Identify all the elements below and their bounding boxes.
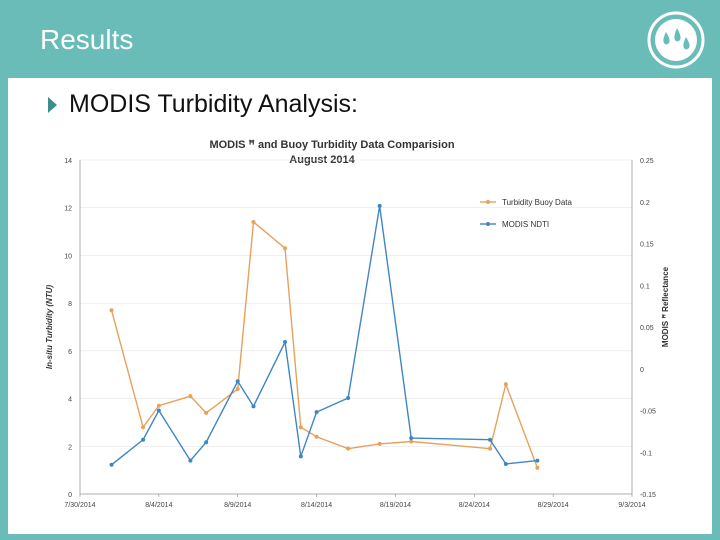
- bullet-item: MODIS Turbidity Analysis:: [48, 90, 358, 119]
- y-right-tick-label: 0: [640, 367, 644, 374]
- data-point-ndti: [503, 461, 508, 466]
- data-point-ndti: [235, 379, 240, 384]
- chart-title: MODIS ꟸ and Buoy Turbidity Data Comparis…: [209, 139, 454, 151]
- x-tick-label: 9/3/2014: [618, 502, 645, 509]
- data-point-ndti: [283, 340, 288, 345]
- legend-label: MODIS NDTI: [502, 220, 549, 229]
- x-tick-label: 8/19/2014: [380, 502, 411, 509]
- data-point-buoy: [204, 410, 209, 415]
- data-point-ndti: [156, 408, 161, 413]
- data-point-buoy: [156, 403, 161, 408]
- x-tick-label: 8/24/2014: [459, 502, 490, 509]
- data-point-ndti: [298, 454, 303, 459]
- y-right-tick-label: -0.05: [640, 409, 656, 416]
- legend-marker: [486, 200, 490, 204]
- x-tick-label: 8/9/2014: [224, 502, 251, 509]
- data-point-ndti: [535, 458, 540, 463]
- data-point-ndti: [251, 404, 256, 409]
- y-right-tick-label: -0.1: [640, 450, 652, 457]
- y-left-tick-label: 4: [68, 397, 72, 404]
- data-point-buoy: [377, 441, 382, 446]
- x-tick-label: 8/29/2014: [538, 502, 569, 509]
- y-left-tick-label: 0: [68, 492, 72, 499]
- data-point-buoy: [188, 394, 193, 399]
- data-point-ndti: [204, 440, 209, 445]
- y-right-tick-label: 0.05: [640, 325, 654, 332]
- data-point-buoy: [346, 446, 351, 451]
- data-point-buoy: [235, 387, 240, 392]
- y-left-tick-label: 6: [68, 349, 72, 356]
- series-line-buoy: [110, 220, 539, 469]
- chart-panel: MODIS ꟸ and Buoy Turbidity Data Comparis…: [32, 132, 688, 514]
- data-point-buoy: [298, 425, 303, 430]
- y-right-tick-label: -0.15: [640, 492, 656, 499]
- turbidity-chart: MODIS ꟸ and Buoy Turbidity Data Comparis…: [32, 132, 688, 514]
- y-right-tick-label: 0.2: [640, 200, 650, 207]
- y-right-tick-label: 0.1: [640, 283, 650, 290]
- y-left-tick-label: 8: [68, 301, 72, 308]
- x-tick-label: 8/4/2014: [145, 502, 172, 509]
- data-point-ndti: [346, 395, 351, 400]
- data-point-buoy: [409, 439, 414, 444]
- data-point-ndti: [109, 462, 114, 467]
- legend-marker: [486, 222, 490, 226]
- y-axis-right-label: MODIS ꟸ Reflectance: [661, 266, 670, 347]
- legend-label: Turbidity Buoy Data: [502, 198, 573, 207]
- data-point-buoy: [283, 246, 288, 251]
- data-point-buoy: [251, 220, 256, 225]
- data-point-buoy: [141, 425, 146, 430]
- y-axis-left-label: In-situ Turbidity (NTU): [45, 285, 54, 370]
- data-point-ndti: [488, 437, 493, 442]
- x-tick-label: 8/14/2014: [301, 502, 332, 509]
- bullet-text: MODIS Turbidity Analysis:: [69, 90, 358, 118]
- data-point-ndti: [409, 436, 414, 441]
- slide-title: Results: [40, 24, 134, 55]
- data-point-ndti: [314, 410, 319, 415]
- data-point-buoy: [314, 434, 319, 439]
- y-left-tick-label: 10: [64, 253, 72, 260]
- data-point-ndti: [141, 437, 146, 442]
- data-point-ndti: [188, 458, 193, 463]
- y-right-tick-label: 0.15: [640, 242, 654, 249]
- data-point-buoy: [109, 308, 114, 313]
- data-point-buoy: [488, 446, 493, 451]
- x-tick-label: 7/30/2014: [64, 502, 95, 509]
- y-left-tick-label: 12: [64, 206, 72, 213]
- data-point-ndti: [377, 203, 382, 208]
- y-left-tick-label: 2: [68, 444, 72, 451]
- content-panel: MODIS Turbidity Analysis: MODIS ꟸ and Bu…: [8, 78, 712, 534]
- data-point-buoy: [503, 382, 508, 387]
- y-right-tick-label: 0.25: [640, 158, 654, 165]
- bullet-arrow-icon: [48, 96, 57, 113]
- y-left-tick-label: 14: [64, 158, 72, 165]
- water-drops-icon: [647, 11, 705, 69]
- series-line-ndti: [111, 205, 538, 466]
- data-point-buoy: [535, 465, 540, 470]
